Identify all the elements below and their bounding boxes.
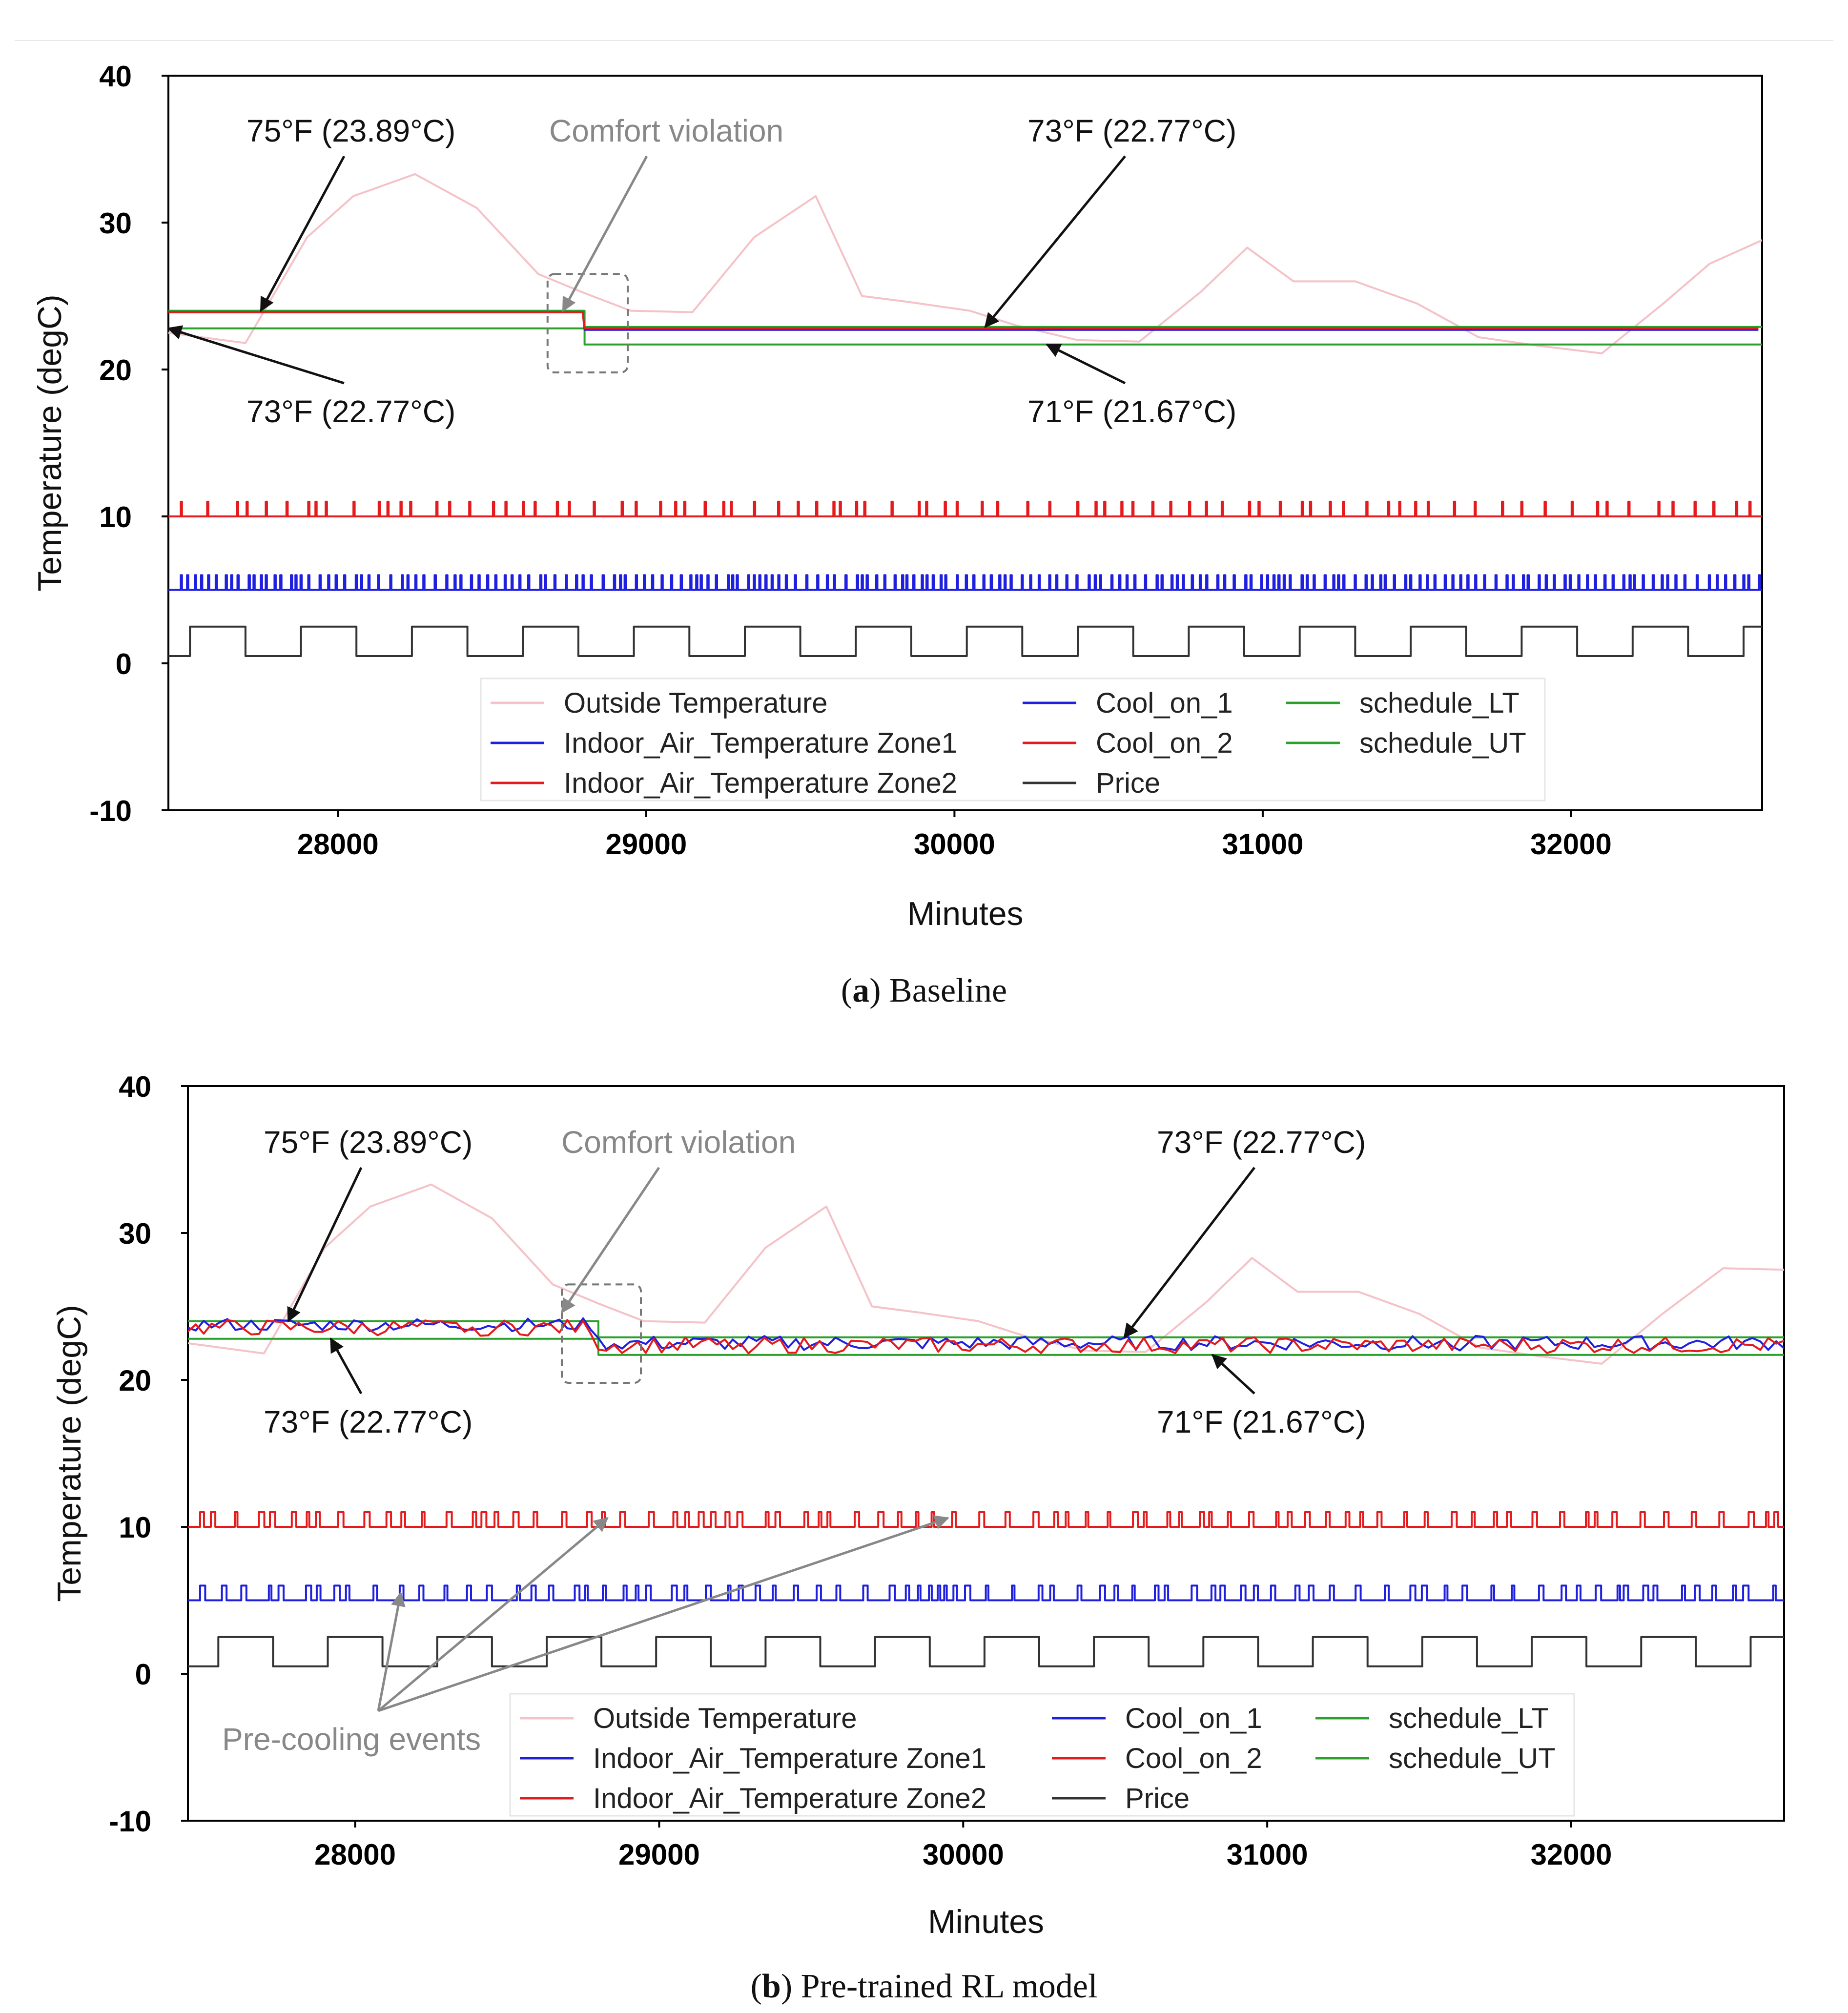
legend-label: Cool_on_2	[1096, 727, 1233, 759]
chart-a: -10 0 10 20 30 40 28000 29000 30000 31000 32000 Min…	[31, 60, 1763, 932]
annotation-arrow	[378, 1515, 949, 1712]
y-tick-label: 30	[119, 1217, 151, 1250]
legend-label: Indoor_Air_Temperature Zone1	[564, 727, 957, 759]
y-tick-label: 10	[99, 501, 132, 534]
y-axis-title: Temperature (degC)	[31, 294, 68, 591]
legend-box	[480, 678, 1546, 801]
plot-frame	[167, 75, 1763, 811]
y-tick-label: 40	[119, 1070, 151, 1103]
caption-b: (b) Pre-trained RL model	[750, 1968, 1098, 2005]
annotation-arrow	[562, 155, 648, 312]
x-tick-label: 28000	[314, 1838, 396, 1871]
y-axis-title: Temperature (degC)	[51, 1305, 88, 1602]
annotation-label: Comfort violation	[549, 113, 783, 148]
legend-label: Price	[1125, 1783, 1190, 1814]
legend-label: Indoor_Air_Temperature Zone1	[593, 1743, 986, 1774]
annotation-label: 73°F (22.77°C)	[1157, 1125, 1366, 1160]
y-tick-label: 10	[119, 1511, 151, 1544]
legend-label: Cool_on_1	[1096, 687, 1233, 719]
annotation-label: 75°F (23.89°C)	[264, 1125, 472, 1160]
annotation-arrow	[329, 1337, 363, 1395]
annotation-arrow	[167, 325, 345, 385]
x-tick-label: 32000	[1531, 1838, 1612, 1871]
annotation-label: Pre-cooling events	[222, 1722, 481, 1757]
series-cool-on-1	[168, 574, 1762, 591]
y-tick-label: 0	[135, 1658, 151, 1691]
x-axis-title: Minutes	[928, 1903, 1044, 1940]
legend-label: schedule_LT	[1389, 1703, 1549, 1734]
annotation-arrow	[561, 1167, 660, 1314]
annotation-arrow	[377, 1591, 406, 1711]
x-tick-label: 28000	[297, 828, 379, 861]
comfort-violation-box	[546, 273, 629, 374]
annotation-label: Comfort violation	[561, 1125, 796, 1160]
annotation-arrow	[984, 155, 1126, 329]
plot-area	[168, 173, 1762, 657]
annotation-label: 71°F (21.67°C)	[1157, 1404, 1366, 1439]
series-cool-on-1	[188, 1584, 1784, 1602]
x-tick-label: 29000	[618, 1838, 700, 1871]
y-tick-label: 30	[99, 207, 132, 240]
series-cool-on-2	[168, 500, 1762, 517]
y-tick-label: 40	[99, 60, 132, 93]
legend: Outside Temperature Indoor_Air_Temperatur…	[509, 1693, 1575, 1817]
legend-label: schedule_LT	[1359, 687, 1519, 719]
legend-label: Outside Temperature	[593, 1703, 857, 1734]
legend-label: Cool_on_1	[1125, 1703, 1262, 1734]
annotation-label: 73°F (22.77°C)	[1027, 113, 1236, 148]
legend-box	[509, 1693, 1575, 1817]
x-tick-label: 30000	[923, 1838, 1004, 1871]
series-indoor-air-temperature-zone2	[188, 1319, 1784, 1355]
x-tick-label: 29000	[605, 828, 687, 861]
legend-label: Price	[1096, 767, 1160, 799]
annotation-arrow	[377, 1517, 609, 1712]
caption-a-letter: a	[852, 972, 870, 1009]
y-tick-label: 20	[119, 1364, 151, 1397]
annotation-arrow	[260, 155, 346, 312]
y-tick-label: -10	[89, 795, 132, 827]
legend-label: schedule_UT	[1389, 1743, 1556, 1774]
x-tick-label: 31000	[1222, 828, 1303, 861]
y-tick-label: -10	[109, 1805, 151, 1838]
series-schedule-ut	[168, 309, 1762, 328]
annotation-arrow	[1046, 343, 1126, 385]
x-tick-label: 30000	[914, 828, 995, 861]
annotation-arrow	[287, 1167, 363, 1323]
annotation-label: 71°F (21.67°C)	[1027, 394, 1236, 429]
plot-frame	[187, 1085, 1785, 1822]
legend-label: schedule_UT	[1359, 727, 1526, 759]
plot-area	[188, 1183, 1784, 1667]
y-tick-label: 0	[116, 648, 132, 680]
annotation-label: 73°F (22.77°C)	[264, 1404, 472, 1439]
caption-a-text: Baseline	[889, 972, 1007, 1009]
chart-b: -10 0 10 20 30 40 28000 29000 30000 31000 32000 Min…	[51, 1070, 1785, 1940]
series-schedule-lt	[168, 327, 1762, 346]
x-tick-label: 31000	[1227, 1838, 1308, 1871]
legend-label: Indoor_Air_Temperature Zone2	[564, 767, 957, 799]
series-price	[168, 625, 1762, 657]
series-outside-temperature	[188, 1183, 1784, 1365]
series-outside-temperature	[168, 173, 1762, 354]
legend: Outside Temperature Indoor_Air_Temperatur…	[480, 678, 1546, 801]
top-rule	[15, 40, 1833, 41]
annotation-label: 73°F (22.77°C)	[246, 394, 455, 429]
x-axis-title: Minutes	[907, 895, 1023, 932]
caption-a: (a) Baseline	[841, 972, 1007, 1009]
annotation-arrow	[1123, 1167, 1255, 1339]
y-tick-label: 20	[99, 354, 132, 387]
legend-label: Indoor_Air_Temperature Zone2	[593, 1783, 986, 1814]
series-schedule-lt	[188, 1337, 1784, 1356]
annotation-label: 75°F (23.89°C)	[246, 113, 455, 148]
x-tick-label: 32000	[1530, 828, 1612, 861]
caption-b-text: Pre-trained RL model	[801, 1968, 1098, 2005]
comfort-violation-box	[561, 1283, 642, 1384]
caption-b-letter: b	[761, 1968, 781, 2005]
legend-label: Outside Temperature	[564, 687, 828, 719]
legend-label: Cool_on_2	[1125, 1743, 1262, 1774]
annotation-arrow	[1211, 1354, 1255, 1395]
series-indoor-air-temperature-zone2	[168, 311, 1759, 329]
series-cool-on-2	[188, 1511, 1784, 1528]
series-price	[188, 1636, 1784, 1667]
